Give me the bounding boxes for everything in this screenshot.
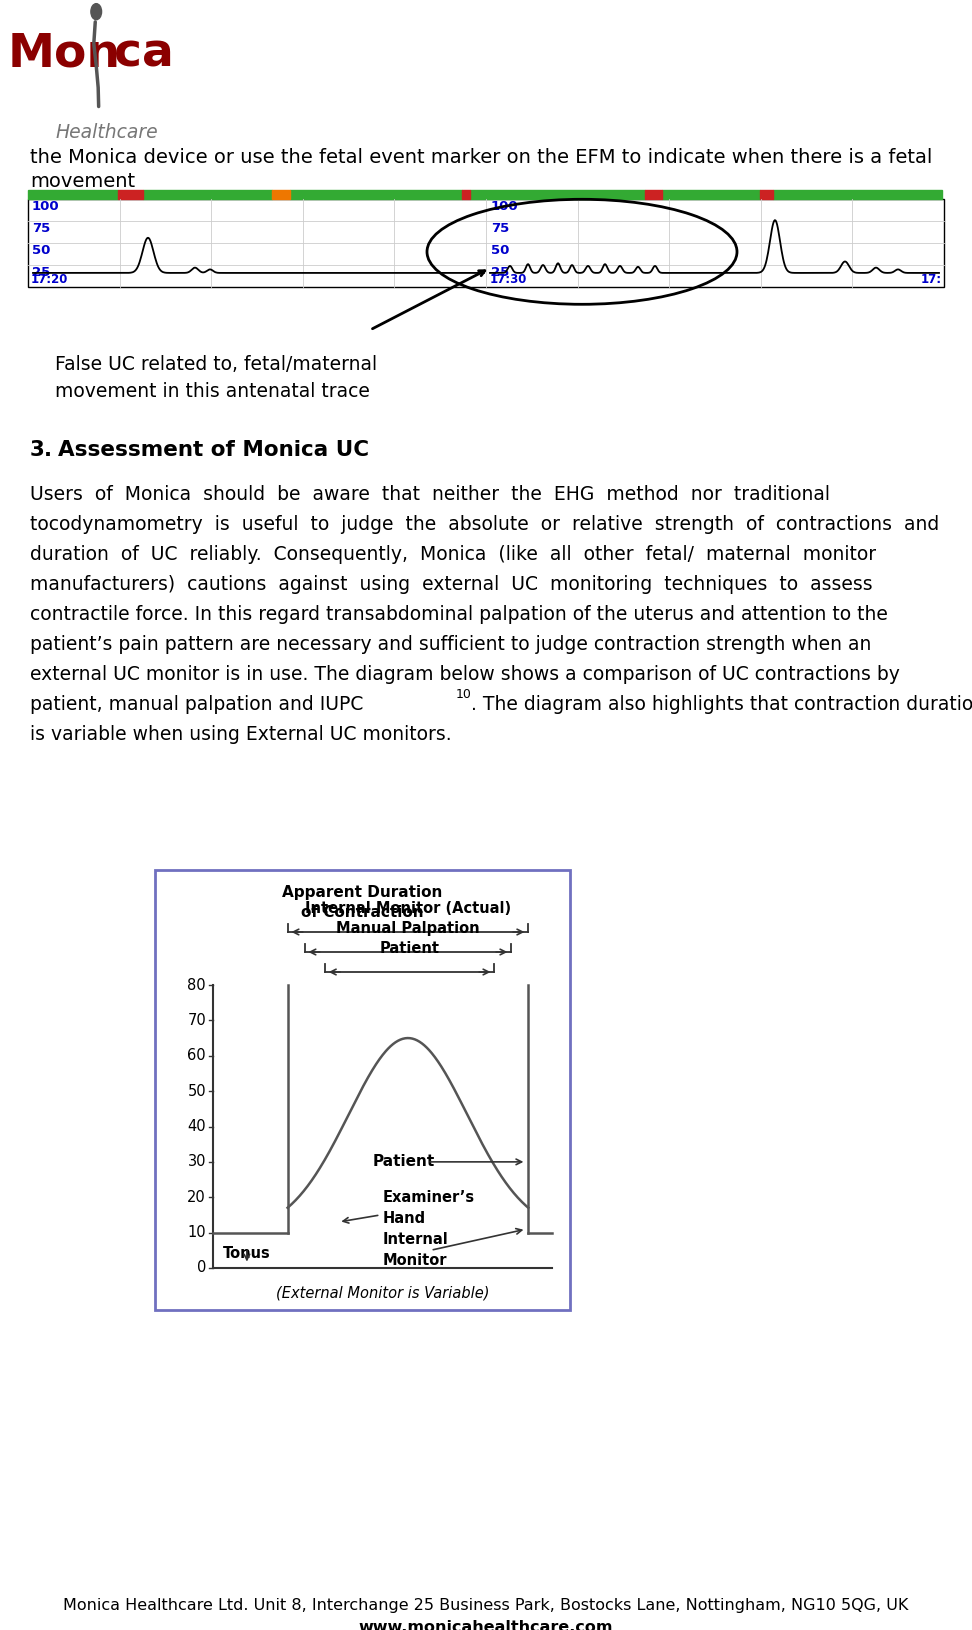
Text: (External Monitor is Variable): (External Monitor is Variable) xyxy=(276,1284,489,1301)
Text: Tonus: Tonus xyxy=(223,1245,271,1262)
Text: False UC related to, fetal/maternal: False UC related to, fetal/maternal xyxy=(55,355,377,373)
Text: Users  of  Monica  should  be  aware  that  neither  the  EHG  method  nor  trad: Users of Monica should be aware that nei… xyxy=(30,486,830,504)
Bar xyxy=(143,191,272,199)
Text: Internal Monitor (Actual): Internal Monitor (Actual) xyxy=(305,901,511,916)
Bar xyxy=(290,191,462,199)
Text: Examiner’s: Examiner’s xyxy=(383,1190,474,1205)
Bar xyxy=(470,191,645,199)
Bar xyxy=(118,191,143,199)
Text: 10: 10 xyxy=(188,1226,206,1240)
Text: Monitor: Monitor xyxy=(383,1253,447,1268)
Bar xyxy=(760,191,773,199)
Text: contractile force. In this regard transabdominal palpation of the uterus and att: contractile force. In this regard transa… xyxy=(30,605,887,624)
Text: Internal: Internal xyxy=(383,1232,448,1247)
Text: 50: 50 xyxy=(188,1084,206,1099)
Text: 70: 70 xyxy=(188,1012,206,1029)
Text: 17:: 17: xyxy=(920,272,942,285)
Text: www.monicahealthcare.com: www.monicahealthcare.com xyxy=(359,1620,613,1630)
Text: 100: 100 xyxy=(32,200,59,214)
Text: 30: 30 xyxy=(188,1154,206,1169)
Text: Assessment of Monica UC: Assessment of Monica UC xyxy=(58,440,369,460)
Text: 75: 75 xyxy=(491,222,509,235)
Text: duration  of  UC  reliably.  Consequently,  Monica  (like  all  other  fetal/  m: duration of UC reliably. Consequently, M… xyxy=(30,544,876,564)
Text: 100: 100 xyxy=(491,200,519,214)
Text: Apparent Duration: Apparent Duration xyxy=(282,885,442,900)
Text: 3.: 3. xyxy=(30,440,53,460)
Text: the Monica device or use the fetal event marker on the EFM to indicate when ther: the Monica device or use the fetal event… xyxy=(30,148,932,166)
Text: 20: 20 xyxy=(188,1190,206,1205)
Bar xyxy=(773,191,942,199)
Text: . The diagram also highlights that contraction duration: . The diagram also highlights that contr… xyxy=(471,694,972,714)
Text: 10: 10 xyxy=(456,688,471,701)
Text: 17:30: 17:30 xyxy=(490,272,528,285)
Text: 75: 75 xyxy=(32,222,51,235)
Circle shape xyxy=(91,3,101,20)
Text: movement: movement xyxy=(30,173,135,191)
Text: 17:20: 17:20 xyxy=(31,272,68,285)
Text: 40: 40 xyxy=(188,1120,206,1134)
Text: movement in this antenatal trace: movement in this antenatal trace xyxy=(55,381,370,401)
Text: is variable when using External UC monitors.: is variable when using External UC monit… xyxy=(30,725,452,743)
Bar xyxy=(28,199,944,287)
Text: 0: 0 xyxy=(196,1260,206,1276)
Text: Patient: Patient xyxy=(372,1154,434,1169)
Text: Monica Healthcare Ltd. Unit 8, Interchange 25 Business Park, Bostocks Lane, Nott: Monica Healthcare Ltd. Unit 8, Interchan… xyxy=(63,1597,909,1614)
Text: manufacturers)  cautions  against  using  external  UC  monitoring  techniques  : manufacturers) cautions against using ex… xyxy=(30,575,873,593)
Text: patient, manual palpation and IUPC: patient, manual palpation and IUPC xyxy=(30,694,364,714)
Bar xyxy=(272,191,290,199)
Text: Healthcare: Healthcare xyxy=(55,124,158,142)
Text: Hand: Hand xyxy=(383,1211,426,1226)
Text: 50: 50 xyxy=(491,244,509,258)
Bar xyxy=(28,191,118,199)
Text: 60: 60 xyxy=(188,1048,206,1063)
Text: of Contraction: of Contraction xyxy=(301,905,424,919)
Text: external UC monitor is in use. The diagram below shows a comparison of UC contra: external UC monitor is in use. The diagr… xyxy=(30,665,900,685)
Bar xyxy=(155,870,570,1311)
Text: 25: 25 xyxy=(32,266,51,279)
Text: patient’s pain pattern are necessary and sufficient to judge contraction strengt: patient’s pain pattern are necessary and… xyxy=(30,636,871,654)
Text: 80: 80 xyxy=(188,978,206,993)
Text: ca: ca xyxy=(114,31,174,77)
Bar xyxy=(662,191,760,199)
Bar xyxy=(645,191,662,199)
Text: tocodynamometry  is  useful  to  judge  the  absolute  or  relative  strength  o: tocodynamometry is useful to judge the a… xyxy=(30,515,939,535)
Text: 25: 25 xyxy=(491,266,509,279)
Text: Patient: Patient xyxy=(380,941,439,957)
Bar xyxy=(462,191,470,199)
Text: Manual Palpation: Manual Palpation xyxy=(336,921,480,936)
Text: 50: 50 xyxy=(32,244,51,258)
Text: Mon: Mon xyxy=(8,31,121,77)
